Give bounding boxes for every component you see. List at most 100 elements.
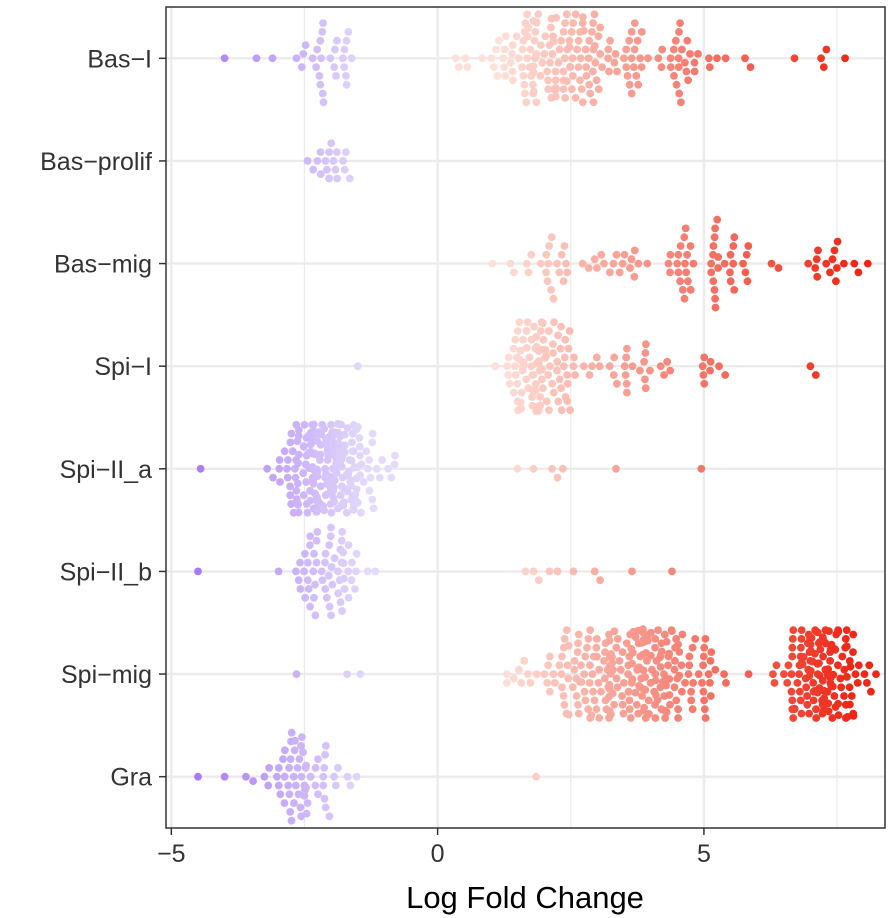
data-point <box>561 335 570 344</box>
data-point <box>327 563 336 571</box>
data-point <box>604 45 613 54</box>
data-point <box>680 294 689 303</box>
data-point <box>316 482 325 491</box>
data-point <box>592 705 601 714</box>
data-point <box>290 746 299 755</box>
data-point <box>517 404 525 413</box>
data-point <box>378 456 386 464</box>
data-point <box>709 242 718 250</box>
data-point <box>513 464 522 473</box>
data-point <box>294 576 303 585</box>
data-point <box>797 635 806 643</box>
data-point <box>295 755 304 763</box>
data-point <box>312 558 321 567</box>
data-point <box>622 353 631 362</box>
data-point <box>706 692 715 700</box>
data-point <box>665 675 674 683</box>
data-point <box>627 28 636 36</box>
data-point <box>327 523 335 532</box>
data-point <box>330 554 339 563</box>
data-point <box>849 630 858 639</box>
data-point <box>342 72 350 80</box>
data-point <box>628 362 637 371</box>
data-point <box>508 50 516 58</box>
data-point <box>610 58 619 67</box>
data-point <box>554 397 563 406</box>
data-point <box>578 98 587 107</box>
data-point <box>527 250 536 259</box>
data-point <box>579 13 587 21</box>
data-point <box>274 567 283 576</box>
data-point <box>651 714 660 722</box>
data-point <box>557 406 566 415</box>
data-point <box>516 346 525 355</box>
data-point <box>303 799 312 807</box>
data-point <box>292 54 301 63</box>
x-tick-label: −5 <box>157 840 186 868</box>
data-point <box>515 665 523 674</box>
data-point <box>318 28 327 36</box>
data-point <box>810 649 819 658</box>
data-point <box>726 268 734 277</box>
data-point <box>345 174 354 183</box>
data-point <box>577 85 586 93</box>
data-point <box>841 54 849 63</box>
data-point <box>539 319 547 328</box>
data-point <box>809 679 818 687</box>
data-point <box>629 648 637 657</box>
data-point <box>545 327 553 335</box>
data-point <box>549 670 558 678</box>
data-point <box>508 67 517 76</box>
data-point <box>549 388 558 397</box>
data-point <box>501 72 510 80</box>
data-point <box>637 28 646 36</box>
data-point <box>518 63 526 71</box>
data-point <box>584 264 593 272</box>
data-point <box>287 816 296 825</box>
data-point <box>521 89 529 98</box>
data-point <box>706 357 715 366</box>
data-point <box>529 87 538 96</box>
data-point <box>194 567 202 576</box>
data-point <box>531 28 540 36</box>
data-point <box>519 335 527 344</box>
data-point <box>707 268 716 277</box>
data-point <box>641 384 650 393</box>
data-point <box>371 567 380 576</box>
data-point <box>658 45 667 54</box>
data-point <box>283 473 292 482</box>
data-point <box>340 45 349 54</box>
data-point <box>550 679 559 687</box>
data-point <box>340 430 349 439</box>
data-point <box>569 567 578 576</box>
data-point <box>543 67 551 76</box>
data-point <box>829 670 838 679</box>
data-point <box>311 611 320 620</box>
data-point <box>570 657 579 665</box>
data-point <box>675 89 684 98</box>
data-point <box>301 593 310 602</box>
data-point <box>561 19 569 27</box>
data-point <box>584 54 593 63</box>
data-point <box>294 426 303 435</box>
data-point <box>559 28 568 36</box>
data-point <box>797 643 805 652</box>
data-point <box>558 464 567 473</box>
data-point <box>529 62 538 71</box>
data-point <box>593 652 601 661</box>
data-point <box>631 633 640 642</box>
data-point <box>730 233 739 242</box>
data-point <box>489 63 498 71</box>
data-point <box>328 580 337 589</box>
data-point <box>606 268 614 277</box>
data-point <box>661 714 669 722</box>
data-point <box>263 464 272 473</box>
data-point <box>333 174 342 183</box>
data-point <box>299 469 308 478</box>
data-point <box>605 362 614 371</box>
data-point <box>522 98 531 107</box>
data-point <box>700 696 708 705</box>
data-point <box>275 464 284 473</box>
data-point <box>309 567 318 576</box>
data-point <box>828 255 837 264</box>
